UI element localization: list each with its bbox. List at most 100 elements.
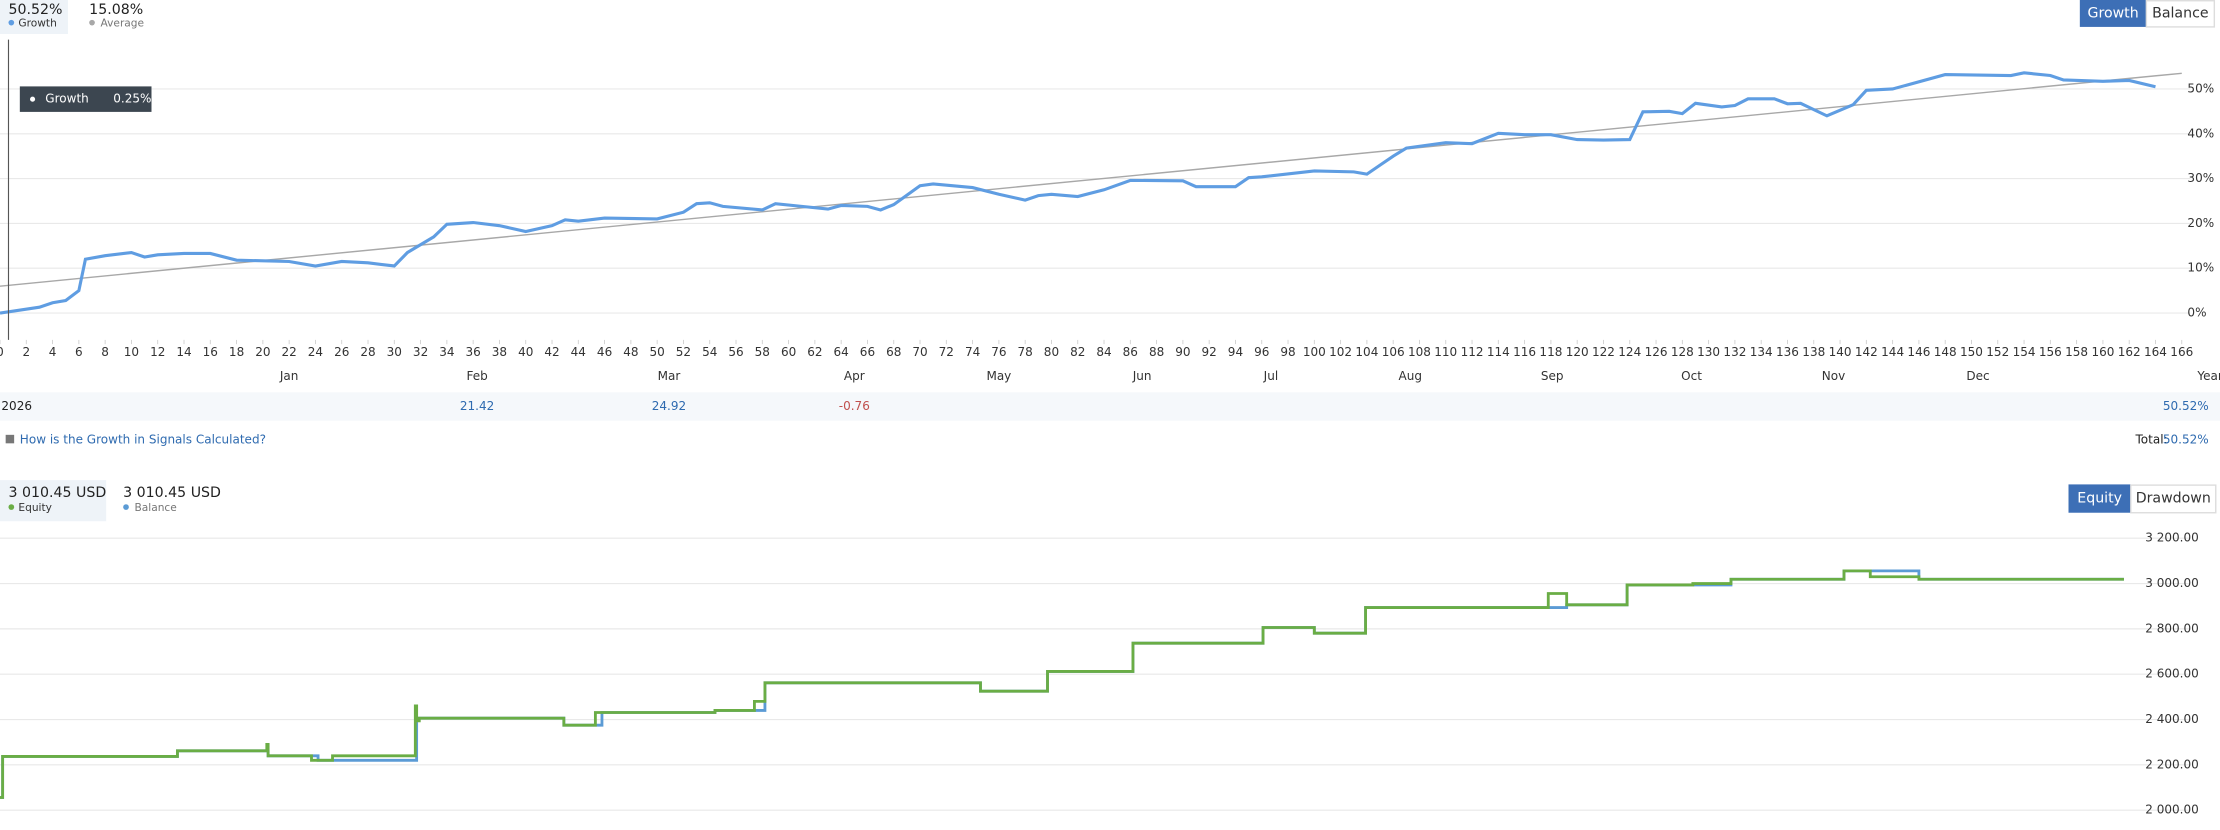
x-tick-label: 64 — [834, 345, 849, 359]
x-tick-label: 14 — [176, 345, 191, 359]
month-label: Aug — [1399, 369, 1422, 383]
month-label: Jul — [1263, 369, 1278, 383]
x-tick-label: 8 — [101, 345, 109, 359]
y-tick-label: 2 800.00 — [2145, 621, 2199, 635]
x-tick-label: 42 — [544, 345, 559, 359]
x-tick-label: 74 — [965, 345, 980, 359]
x-tick-label: 116 — [1513, 345, 1536, 359]
balance-button[interactable] — [2145, 0, 2216, 28]
growth-button[interactable] — [2079, 0, 2147, 27]
legend-label: Growth — [18, 16, 56, 29]
x-tick-label: 138 — [1802, 345, 1825, 359]
x-tick-label: 96 — [1254, 345, 1269, 359]
link-icon — [5, 434, 15, 444]
total-value: 50.52% — [2163, 432, 2209, 446]
button-label: Growth — [2087, 5, 2138, 21]
x-tick-label: 40 — [518, 345, 533, 359]
growth-chart: 0%10%20%30%40%50%02468101214161820222426… — [0, 71, 2214, 383]
y-tick-label: 2 600.00 — [2145, 667, 2199, 681]
legend-dot — [123, 504, 129, 510]
x-tick-label: 38 — [492, 345, 507, 359]
x-tick-label: 34 — [439, 345, 454, 359]
legend-dot — [8, 504, 15, 510]
month-label: Oct — [1681, 369, 1702, 383]
drawdown-button[interactable] — [2130, 484, 2217, 514]
button-label: Drawdown — [2136, 491, 2211, 507]
x-tick-label: 146 — [1907, 345, 1930, 359]
x-tick-label: 158 — [2065, 345, 2088, 359]
x-tick-label: 136 — [1776, 345, 1799, 359]
y-tick-label: 10% — [2187, 261, 2214, 275]
x-tick-label: 66 — [860, 345, 875, 359]
x-tick-label: 84 — [1096, 345, 1111, 359]
growth-value: 50.52% — [8, 2, 62, 18]
y-tick-label: 2 000.00 — [2145, 803, 2199, 817]
total-label: Total: — [2135, 432, 2168, 446]
x-tick-label: 50 — [650, 345, 665, 359]
x-tick-label: 98 — [1280, 345, 1295, 359]
x-tick-label: 102 — [1329, 345, 1352, 359]
x-tick-label: 0 — [0, 345, 4, 359]
x-tick-label: 72 — [939, 345, 954, 359]
x-tick-label: 106 — [1382, 345, 1405, 359]
x-tick-label: 22 — [282, 345, 297, 359]
legend-dot — [89, 19, 95, 26]
year-cells: 21.42 24.92 -0.76 — [460, 399, 870, 413]
x-tick-label: 18 — [229, 345, 244, 359]
y-tick-label: 2 400.00 — [2145, 712, 2199, 726]
x-axis-end-label: Year — [2196, 369, 2220, 383]
x-tick-label: 100 — [1303, 345, 1326, 359]
series-line — [0, 71, 2156, 315]
x-tick-label: 130 — [1697, 345, 1720, 359]
x-tick-label: 134 — [1750, 345, 1773, 359]
tooltip-value: 0.25% — [113, 92, 151, 106]
year-total: 50.52% — [2163, 399, 2209, 413]
legend-label: Balance — [135, 501, 177, 514]
x-tick-label: 90 — [1175, 345, 1190, 359]
x-tick-label: 6 — [75, 345, 83, 359]
x-tick-label: 36 — [466, 345, 481, 359]
x-tick-label: 120 — [1566, 345, 1589, 359]
y-tick-label: 20% — [2187, 216, 2214, 230]
x-tick-label: 32 — [413, 345, 428, 359]
help-link[interactable]: How is the Growth in Signals Calculated? — [20, 432, 266, 446]
year-label: 2026 — [1, 399, 32, 413]
series-line — [0, 72, 2182, 287]
x-tick-label: 62 — [807, 345, 822, 359]
x-tick-label: 4 — [49, 345, 57, 359]
equity-tab[interactable] — [0, 480, 107, 522]
y-tick-label: 40% — [2187, 126, 2214, 140]
month-label: Feb — [466, 369, 487, 383]
x-tick-label: 48 — [623, 345, 638, 359]
growth-tab[interactable] — [0, 0, 68, 34]
y-tick-label: 3 000.00 — [2145, 576, 2199, 590]
y-tick-label: 3 200.00 — [2145, 531, 2199, 545]
x-tick-label: 110 — [1434, 345, 1457, 359]
x-tick-label: 114 — [1487, 345, 1510, 359]
tooltip-dot — [30, 96, 36, 102]
series-step — [0, 569, 2124, 799]
x-tick-label: 70 — [912, 345, 927, 359]
x-tick-label: 126 — [1645, 345, 1668, 359]
x-tick-label: 122 — [1592, 345, 1615, 359]
x-tick-label: 52 — [676, 345, 691, 359]
month-label: Dec — [1966, 369, 1989, 383]
x-tick-label: 76 — [991, 345, 1006, 359]
x-tick-label: 86 — [1123, 345, 1138, 359]
x-tick-label: 2 — [22, 345, 30, 359]
x-tick-label: 30 — [387, 345, 402, 359]
legend-label: Equity — [18, 501, 52, 514]
x-tick-label: 44 — [571, 345, 586, 359]
x-tick-label: 118 — [1539, 345, 1562, 359]
y-tick-label: 0% — [2187, 306, 2206, 320]
equity-button[interactable] — [2068, 484, 2131, 513]
x-tick-label: 166 — [2170, 345, 2193, 359]
x-tick-label: 12 — [150, 345, 165, 359]
balance-value: 3 010.45 USD — [123, 485, 221, 501]
equity-value: 3 010.45 USD — [8, 485, 106, 501]
x-tick-label: 94 — [1228, 345, 1243, 359]
x-tick-label: 124 — [1618, 345, 1641, 359]
x-tick-label: 78 — [1018, 345, 1033, 359]
x-tick-label: 54 — [702, 345, 717, 359]
